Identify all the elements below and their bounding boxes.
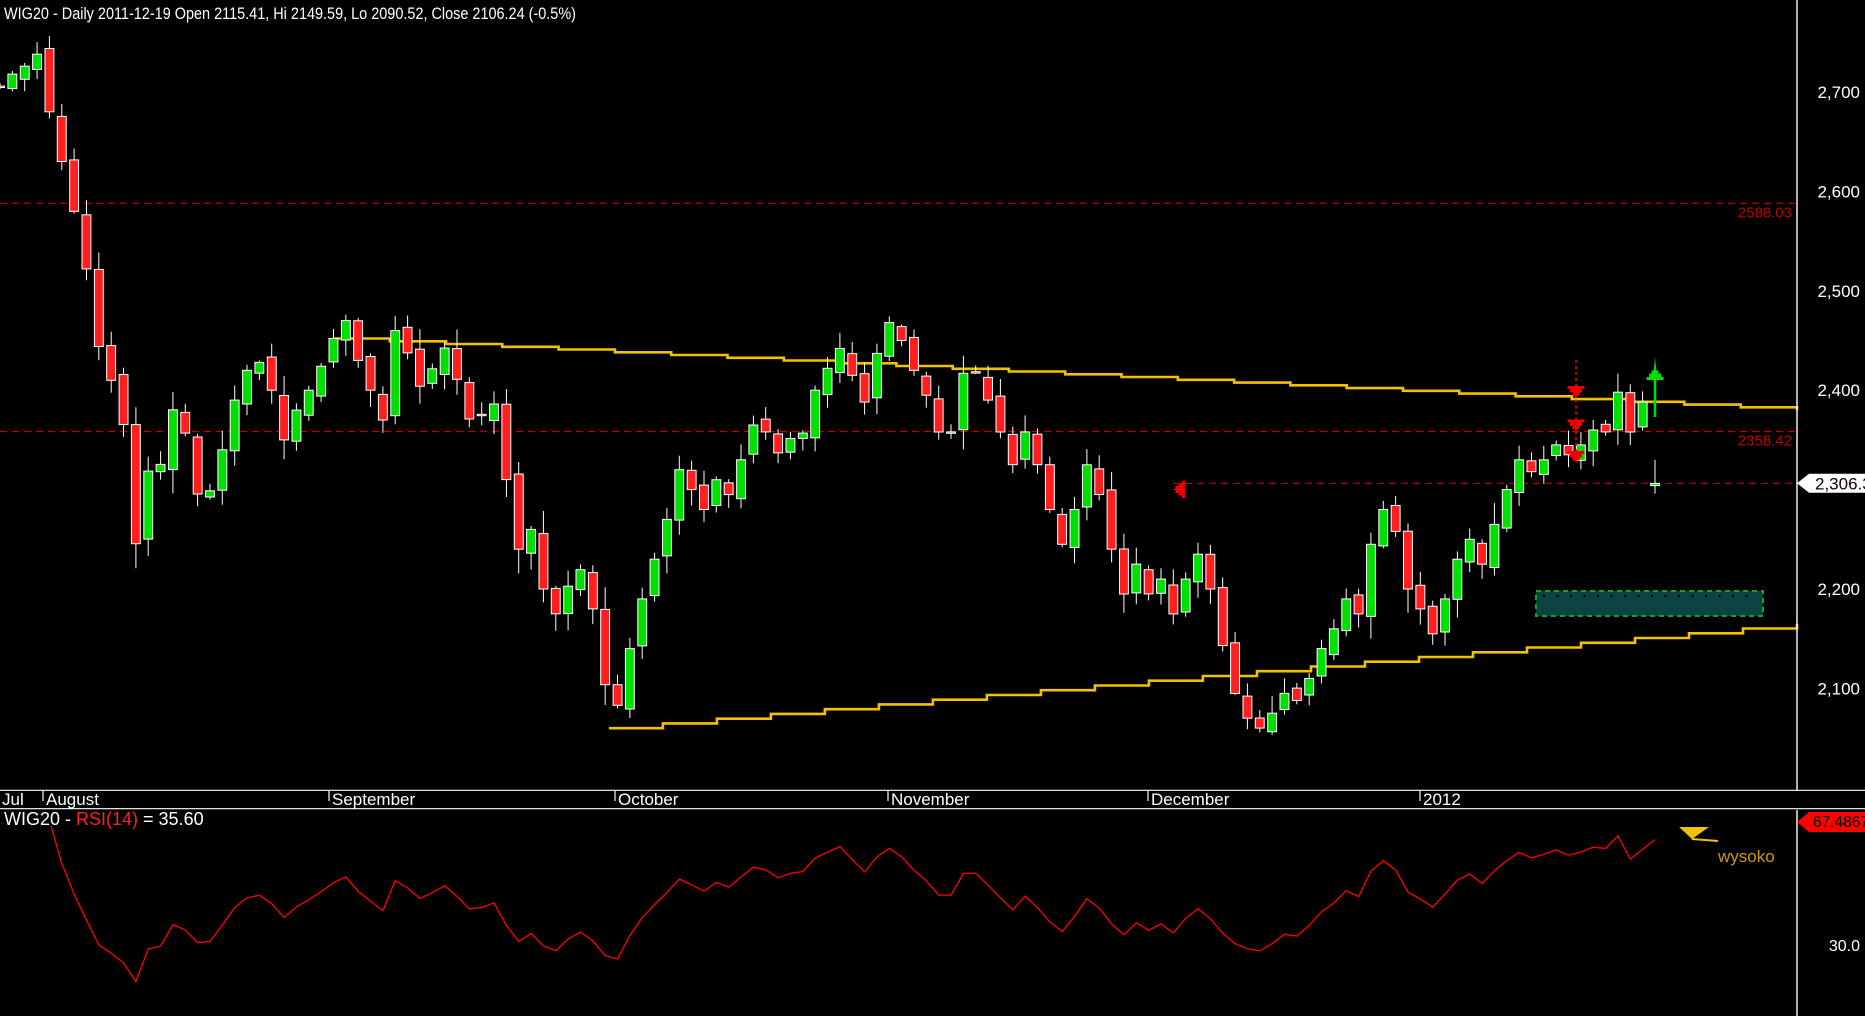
svg-text:2,100: 2,100 (1817, 679, 1860, 698)
svg-text:2,200: 2,200 (1817, 580, 1860, 599)
svg-text:2588.03: 2588.03 (1738, 204, 1792, 221)
svg-text:67.4867: 67.4867 (1813, 814, 1865, 831)
svg-text:October: October (618, 790, 679, 809)
svg-text:30.0: 30.0 (1829, 938, 1860, 955)
svg-text:September: September (332, 790, 415, 809)
svg-text:2,700: 2,700 (1817, 83, 1860, 102)
svg-text:August: August (46, 790, 99, 809)
svg-text:November: November (891, 790, 970, 809)
svg-text:WIG20 - RSI(14) = 35.60: WIG20 - RSI(14) = 35.60 (4, 809, 204, 829)
svg-text:2,306.37: 2,306.37 (1815, 474, 1865, 493)
svg-text:2,500: 2,500 (1817, 282, 1860, 301)
svg-text:2,600: 2,600 (1817, 182, 1860, 201)
svg-text:wysoko: wysoko (1717, 847, 1775, 866)
svg-text:WIG20 - Daily 2011-12-19 Open: WIG20 - Daily 2011-12-19 Open 2115.41, H… (4, 5, 576, 23)
svg-text:Jul: Jul (2, 790, 24, 809)
svg-text:December: December (1151, 790, 1230, 809)
svg-text:2,400: 2,400 (1817, 381, 1860, 400)
svg-text:2358.42: 2358.42 (1738, 433, 1792, 450)
svg-text:2012: 2012 (1423, 790, 1461, 809)
